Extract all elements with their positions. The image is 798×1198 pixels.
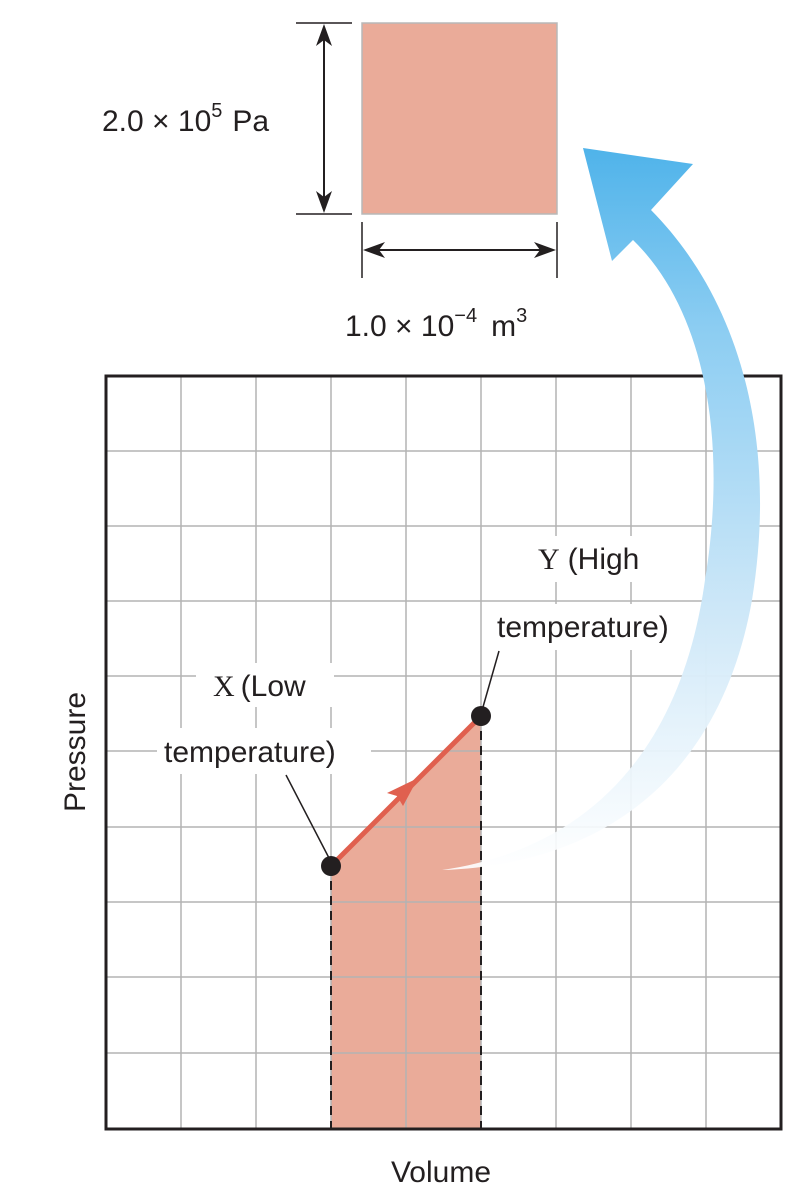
- label-bg-y-line1: [524, 536, 670, 582]
- state-point-y: [471, 706, 491, 726]
- point-y-label-line2: temperature): [497, 611, 669, 644]
- pressure-scale-exp: 5: [211, 100, 222, 122]
- pressure-dim-arrowhead-up: [316, 24, 332, 46]
- pressure-scale-coef: 2.0 × 10: [102, 105, 211, 138]
- volume-scale-label: 1.0 × 10−4 m3: [345, 305, 527, 343]
- graph-area: X (Low temperature) Y (High temperature): [104, 374, 783, 1131]
- x-axis-label: Volume: [391, 1156, 491, 1189]
- pressure-dim-arrowhead-down: [316, 191, 332, 213]
- point-x-label-line2: temperature): [164, 736, 336, 769]
- volume-scale-exp: −4: [454, 305, 477, 327]
- pressure-scale-unit: Pa: [232, 105, 269, 138]
- volume-scale-unit: m: [491, 310, 516, 343]
- volume-dim-arrowhead-right: [534, 242, 556, 258]
- graph-frame: [104, 374, 783, 1131]
- curved-blue-arrow: [442, 148, 761, 870]
- point-y-text1: (High: [568, 543, 640, 576]
- unit-area-square: [361, 22, 558, 215]
- volume-scale-coef: 1.0 × 10: [345, 310, 454, 343]
- label-bg-x-line2: [157, 728, 371, 774]
- leader-line-x: [285, 774, 330, 859]
- point-y-label-line1: Y (High: [538, 543, 639, 576]
- pressure-scale-label: 2.0 × 105 Pa: [102, 100, 269, 138]
- state-point-x: [321, 856, 341, 876]
- label-bg-y-line2: [491, 604, 703, 650]
- volume-dim-arrowhead-left: [363, 242, 385, 258]
- label-bg-x-line1: [196, 663, 334, 707]
- point-x-label-line1: X (Low: [213, 670, 306, 703]
- volume-scale-unit-exp: 3: [516, 305, 527, 327]
- point-x-text1: (Low: [241, 670, 306, 703]
- point-y-letter: Y: [538, 543, 560, 576]
- process-direction-arrowhead: [387, 778, 418, 806]
- point-x-letter: X: [213, 670, 235, 703]
- y-axis-label: Pressure: [59, 692, 92, 812]
- leader-line-y: [482, 650, 500, 708]
